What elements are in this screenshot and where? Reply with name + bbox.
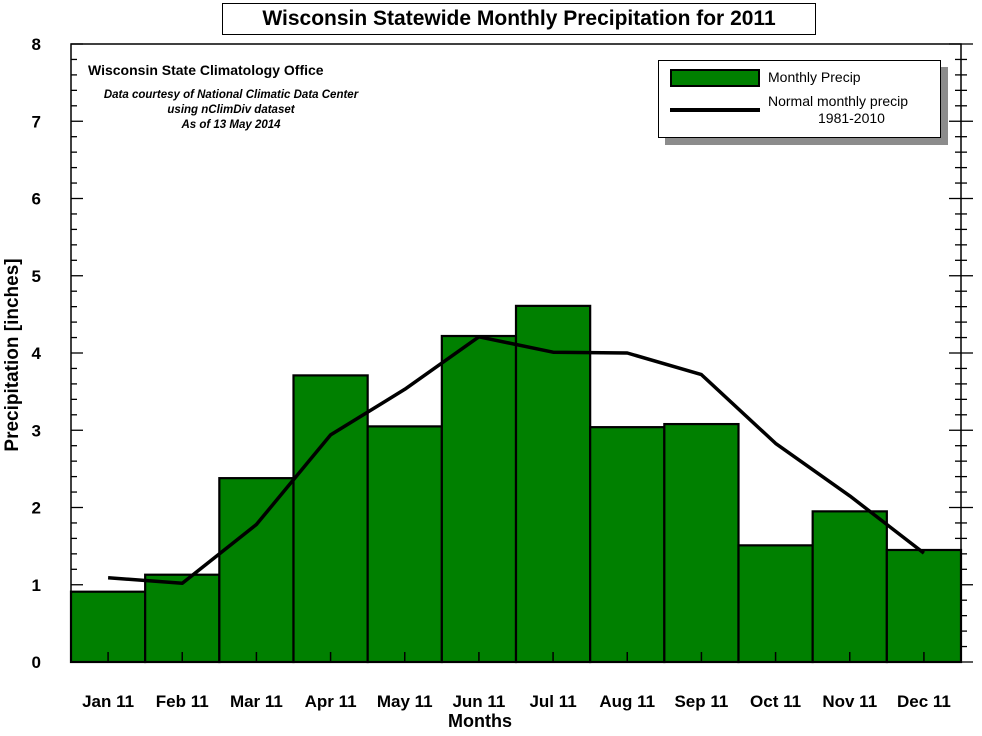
- x-tick-label: Nov 11: [822, 692, 877, 711]
- y-tick-label: 2: [32, 499, 41, 518]
- x-tick-label: Mar 11: [230, 692, 283, 711]
- bar-aug-11: [589, 426, 666, 664]
- bar-dec-11: [885, 548, 963, 664]
- x-tick-label: Aug 11: [599, 692, 655, 711]
- legend-line-label: Normal monthly precip 1981-2010: [768, 93, 938, 127]
- bar-feb-11: [144, 573, 221, 664]
- bar-may-11: [366, 425, 443, 664]
- bar-mar-11: [218, 477, 295, 664]
- legend-bar-label: Monthly Precip: [768, 69, 861, 85]
- data-credit-line-1: Data courtesy of National Climatic Data …: [103, 89, 359, 101]
- data-credit-line-3: As of 13 May 2014: [181, 119, 281, 131]
- y-tick-label: 1: [32, 576, 41, 595]
- bar-nov-11: [811, 510, 888, 664]
- x-axis-label: Months: [448, 711, 512, 731]
- x-tick-label: Dec 11: [897, 692, 951, 711]
- y-tick-label: 6: [32, 190, 41, 209]
- x-tick-label: Sep 11: [674, 692, 728, 711]
- bar-jul-11: [514, 304, 592, 664]
- x-tick-label: Apr 11: [305, 692, 357, 711]
- legend-line-label-2: 1981-2010: [818, 110, 885, 126]
- legend-line-label-1: Normal monthly precip: [768, 93, 909, 109]
- legend-bar-swatch: [670, 69, 760, 87]
- y-tick-label: 3: [32, 421, 41, 440]
- y-tick-label: 5: [32, 267, 41, 286]
- y-tick-label: 7: [32, 112, 41, 131]
- legend: Monthly Precip Normal monthly precip 198…: [658, 60, 941, 138]
- bar-jan-11: [69, 590, 147, 664]
- office-name: Wisconsin State Climatology Office: [88, 62, 324, 78]
- y-tick-label: 8: [32, 35, 41, 54]
- bar-sep-11: [663, 422, 740, 664]
- y-tick-label: 0: [32, 653, 41, 672]
- x-axis-ticks: [107, 652, 925, 662]
- bars: [69, 304, 963, 664]
- bar-oct-11: [737, 544, 814, 664]
- data-credit-line-2: using nClimDiv dataset: [167, 104, 295, 116]
- x-tick-label: Feb 11: [156, 692, 209, 711]
- x-tick-label: Oct 11: [750, 692, 801, 711]
- normal-precip-line: [107, 335, 925, 585]
- x-tick-label: Jun 11: [452, 692, 505, 711]
- y-axis-label: Precipitation [inches]: [2, 258, 23, 452]
- normal-line-series: [107, 335, 925, 585]
- x-tick-label: May 11: [377, 692, 433, 711]
- bar-jun-11: [440, 334, 518, 664]
- y-tick-label: 4: [32, 344, 42, 363]
- tick-labels: 0 1 2 3 4 5 6 7 8 Jan 11 Feb 11 Mar 11 Apr 11 May 11 J…: [32, 35, 951, 711]
- x-tick-label: Jul 11: [529, 692, 576, 711]
- chart-title: Wisconsin Statewide Monthly Precipitatio…: [222, 3, 816, 35]
- legend-line-swatch: [670, 108, 760, 112]
- x-tick-label: Jan 11: [82, 692, 134, 711]
